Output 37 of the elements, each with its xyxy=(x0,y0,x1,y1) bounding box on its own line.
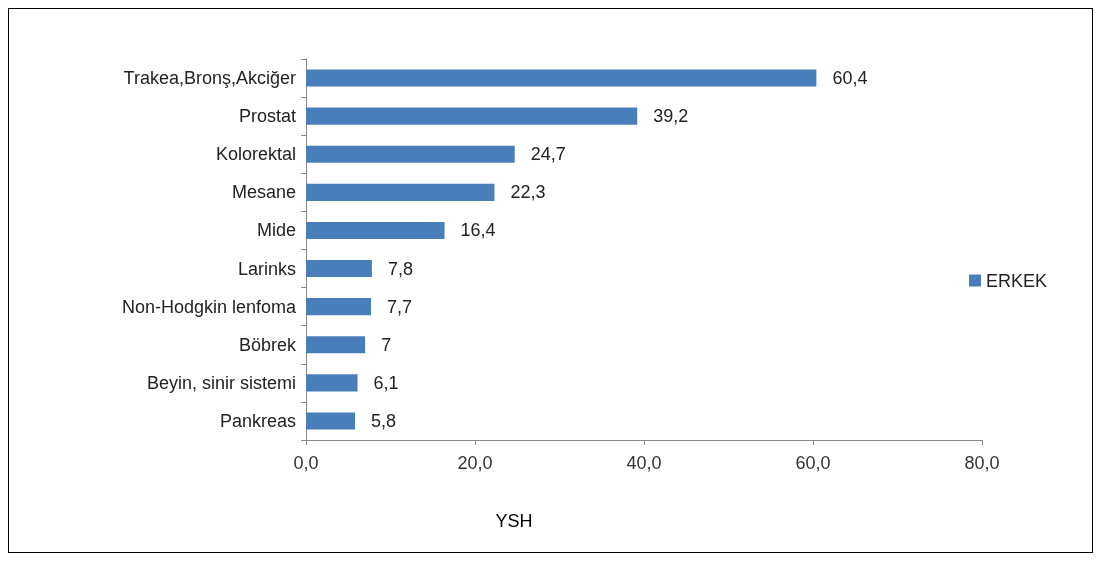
x-tick-label: 80,0 xyxy=(964,453,1000,473)
x-tick-label: 40,0 xyxy=(626,453,662,473)
data-label: 5,8 xyxy=(371,410,397,431)
bar xyxy=(306,221,445,240)
bar xyxy=(306,374,358,392)
legend-label: ERKEK xyxy=(985,270,1048,291)
bar xyxy=(306,336,366,354)
y-tick-label: Kolorektal xyxy=(215,144,296,165)
data-label: 24,7 xyxy=(530,144,566,165)
bar xyxy=(306,183,495,201)
y-tick-label: Mide xyxy=(256,220,296,241)
y-tick-label: Beyin, sinir sistemi xyxy=(146,372,296,393)
data-label: 7 xyxy=(381,334,392,355)
data-label: 39,2 xyxy=(653,106,689,127)
data-label: 6,1 xyxy=(373,372,399,393)
data-label: 60,4 xyxy=(832,68,868,89)
y-tick-label: Prostat xyxy=(238,106,296,127)
y-tick-label: Böbrek xyxy=(238,334,297,355)
bar xyxy=(306,107,638,125)
data-label: 7,7 xyxy=(387,296,413,317)
bar xyxy=(306,298,372,316)
bar xyxy=(306,145,515,163)
x-tick-label: 60,0 xyxy=(795,453,831,473)
y-tick-label: Pankreas xyxy=(219,410,296,431)
data-label: 22,3 xyxy=(510,182,546,203)
x-tick-label: 20,0 xyxy=(457,453,493,473)
y-tick-label: Non-Hodgkin lenfoma xyxy=(121,296,297,317)
x-axis-title: YSH xyxy=(495,511,533,531)
y-tick-label: Trakea,Bronş,Akciğer xyxy=(123,68,296,89)
bar xyxy=(306,259,372,278)
data-label: 7,8 xyxy=(387,258,413,279)
x-tick-label: 0,0 xyxy=(293,453,319,473)
y-tick-label: Larinks xyxy=(237,258,296,279)
bar xyxy=(306,69,817,87)
y-tick-label: Mesane xyxy=(231,182,296,203)
data-label: 16,4 xyxy=(460,220,496,241)
bar xyxy=(306,412,356,430)
